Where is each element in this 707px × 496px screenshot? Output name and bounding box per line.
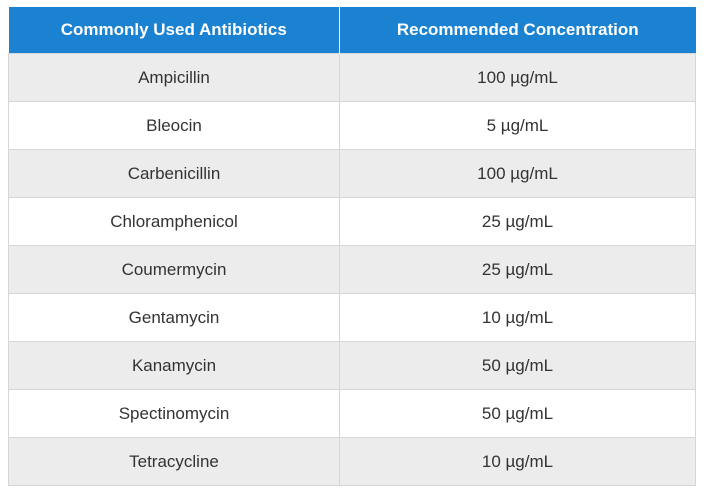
header-row: Commonly Used Antibiotics Recommended Co… [8, 7, 696, 54]
header-concentration: Recommended Concentration [339, 7, 696, 54]
antibiotic-name: Ampicillin [8, 53, 340, 102]
concentration-value: 100 µg/mL [339, 53, 696, 102]
concentration-value: 50 µg/mL [339, 341, 696, 390]
table-row: Chloramphenicol 25 µg/mL [8, 197, 696, 246]
antibiotic-name: Kanamycin [8, 341, 340, 390]
concentration-value: 10 µg/mL [339, 437, 696, 486]
table-row: Ampicillin 100 µg/mL [8, 53, 696, 102]
table-header: Commonly Used Antibiotics Recommended Co… [8, 7, 696, 54]
concentration-value: 5 µg/mL [339, 101, 696, 150]
table-row: Tetracycline 10 µg/mL [8, 437, 696, 486]
antibiotic-name: Coumermycin [8, 245, 340, 294]
table-row: Spectinomycin 50 µg/mL [8, 389, 696, 438]
antibiotic-name: Tetracycline [8, 437, 340, 486]
concentration-value: 25 µg/mL [339, 197, 696, 246]
concentration-value: 50 µg/mL [339, 389, 696, 438]
table-row: Bleocin 5 µg/mL [8, 101, 696, 150]
concentration-value: 25 µg/mL [339, 245, 696, 294]
antibiotics-table: Commonly Used Antibiotics Recommended Co… [8, 7, 696, 486]
header-antibiotic: Commonly Used Antibiotics [8, 7, 340, 54]
antibiotic-name: Gentamycin [8, 293, 340, 342]
table-row: Gentamycin 10 µg/mL [8, 293, 696, 342]
antibiotics-table-container: Commonly Used Antibiotics Recommended Co… [8, 7, 696, 486]
concentration-value: 100 µg/mL [339, 149, 696, 198]
antibiotic-name: Bleocin [8, 101, 340, 150]
concentration-value: 10 µg/mL [339, 293, 696, 342]
table-row: Kanamycin 50 µg/mL [8, 341, 696, 390]
table-body: Ampicillin 100 µg/mL Bleocin 5 µg/mL Car… [8, 53, 696, 486]
table-row: Carbenicillin 100 µg/mL [8, 149, 696, 198]
table-row: Coumermycin 25 µg/mL [8, 245, 696, 294]
antibiotic-name: Spectinomycin [8, 389, 340, 438]
antibiotic-name: Chloramphenicol [8, 197, 340, 246]
antibiotic-name: Carbenicillin [8, 149, 340, 198]
